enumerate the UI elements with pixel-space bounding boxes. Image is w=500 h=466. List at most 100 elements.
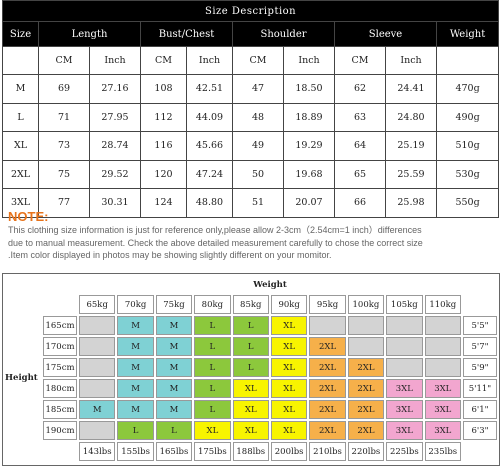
height-ft: 5'9" — [463, 358, 497, 377]
size-value: 47 — [232, 74, 284, 104]
height-cm: 170cm — [43, 337, 77, 356]
lbs-label: 200lbs — [270, 442, 308, 461]
size-cell — [424, 337, 461, 356]
height-cm: 180cm — [43, 379, 77, 398]
kg-label: 110kg — [424, 295, 461, 314]
unit-cm: CM — [140, 46, 187, 75]
size-cell: M — [117, 379, 154, 398]
height-row: 185cm M M M L XL XL 2XL 2XL 3XL 3XL 6'1" — [5, 400, 497, 419]
size-cell: 3XL — [386, 379, 423, 398]
height-ft: 6'1" — [463, 400, 497, 419]
header-shoulder: Shoulder — [232, 21, 335, 47]
size-cell: 3XL — [424, 379, 461, 398]
size-cell: 2XL — [309, 400, 346, 419]
header-bust: Bust/Chest — [140, 21, 233, 47]
size-cell: XL — [194, 421, 231, 440]
unit-inch: Inch — [385, 46, 437, 75]
size-cell: M — [155, 358, 193, 377]
size-value: 24.80 — [385, 102, 437, 132]
size-cell: L — [232, 337, 269, 356]
kg-header-row: 65kg 70kg 75kg 80kg 85kg 90kg 95kg 100kg 105kg 11… — [5, 295, 497, 314]
size-cell — [79, 316, 116, 335]
size-value: 18.89 — [283, 102, 335, 132]
unit-cm: CM — [232, 46, 284, 75]
size-cell — [424, 316, 461, 335]
unit-inch: Inch — [186, 46, 233, 75]
header-length: Length — [38, 21, 141, 47]
unit-inch: Inch — [283, 46, 335, 75]
size-value: 65 — [334, 159, 386, 189]
size-cell: XL — [270, 379, 308, 398]
height-cm: 185cm — [43, 400, 77, 419]
size-value: 550g — [435, 188, 500, 218]
height-cm: 190cm — [43, 421, 77, 440]
size-cell: L — [117, 421, 154, 440]
size-cell — [386, 316, 423, 335]
size-cell: XL — [270, 358, 308, 377]
size-table-title: Size Description — [1, 0, 500, 22]
size-cell: M — [155, 379, 193, 398]
kg-label: 65kg — [79, 295, 116, 314]
lbs-row: 143lbs 155lbs 165lbs 175lbs 188lbs 200lbs 210l… — [5, 442, 497, 461]
size-value: 51 — [232, 188, 284, 218]
kg-label: 80kg — [194, 295, 231, 314]
size-table-unit-row: CM Inch CM Inch CM Inch CM Inch — [2, 46, 500, 75]
size-cell: L — [194, 337, 231, 356]
size-cell: XL — [232, 400, 269, 419]
size-value: 30.31 — [89, 188, 141, 218]
size-cell — [309, 316, 346, 335]
height-row: Height 165cm M M L L XL 5'5" — [5, 316, 497, 383]
lbs-label: 210lbs — [309, 442, 346, 461]
size-cell: 3XL — [386, 400, 423, 419]
lbs-label: 220lbs — [347, 442, 385, 461]
size-value: 29.52 — [89, 159, 141, 189]
size-value: 470g — [435, 74, 500, 104]
lbs-label: 175lbs — [194, 442, 231, 461]
size-value: 124 — [140, 188, 187, 218]
size-value: 490g — [435, 102, 500, 132]
size-value: 20.07 — [283, 188, 335, 218]
size-value: 27.95 — [89, 102, 141, 132]
lbs-label: 165lbs — [155, 442, 193, 461]
size-cell: 2XL — [309, 379, 346, 398]
height-row: 190cm L L XL XL XL 2XL 2XL 3XL 3XL 6'3" — [5, 421, 497, 440]
size-value: 69 — [38, 74, 90, 104]
lbs-label: 235lbs — [424, 442, 461, 461]
size-cell — [386, 337, 423, 356]
kg-label: 100kg — [347, 295, 385, 314]
spacer — [5, 295, 41, 314]
size-cell: L — [232, 358, 269, 377]
size-label: L — [2, 102, 39, 132]
size-value: 73 — [38, 131, 90, 161]
size-value: 44.09 — [186, 102, 233, 132]
size-cell: XL — [232, 421, 269, 440]
size-cell: L — [232, 316, 269, 335]
height-ft: 5'11" — [463, 379, 497, 398]
size-value: 116 — [140, 131, 187, 161]
size-cell — [424, 358, 461, 377]
height-cm: 175cm — [43, 358, 77, 377]
size-cell — [347, 337, 385, 356]
size-table-header-row: Size Length Bust/Chest Shoulder Sleeve W… — [2, 21, 500, 47]
weight-label: Weight — [253, 279, 287, 290]
size-value: 27.16 — [89, 74, 141, 104]
spacer — [5, 442, 41, 461]
size-cell — [79, 337, 116, 356]
size-cell — [386, 358, 423, 377]
size-value: 530g — [435, 159, 500, 189]
size-value: 19.68 — [283, 159, 335, 189]
size-row: 3XL 77 30.31 124 48.80 51 20.07 66 25.98 550g — [2, 188, 500, 218]
height-ft: 5'7" — [463, 337, 497, 356]
spacer — [43, 276, 77, 293]
size-value: 24.41 — [385, 74, 437, 104]
size-cell — [347, 316, 385, 335]
size-cell — [79, 421, 116, 440]
size-cell: 2XL — [309, 358, 346, 377]
size-cell: M — [117, 358, 154, 377]
size-value: 108 — [140, 74, 187, 104]
height-ft: 5'5" — [463, 316, 497, 335]
height-cm: 165cm — [43, 316, 77, 335]
size-cell: XL — [270, 337, 308, 356]
size-table: Size Description Size Length Bust/Chest … — [1, 0, 500, 218]
size-cell: 2XL — [347, 400, 385, 419]
